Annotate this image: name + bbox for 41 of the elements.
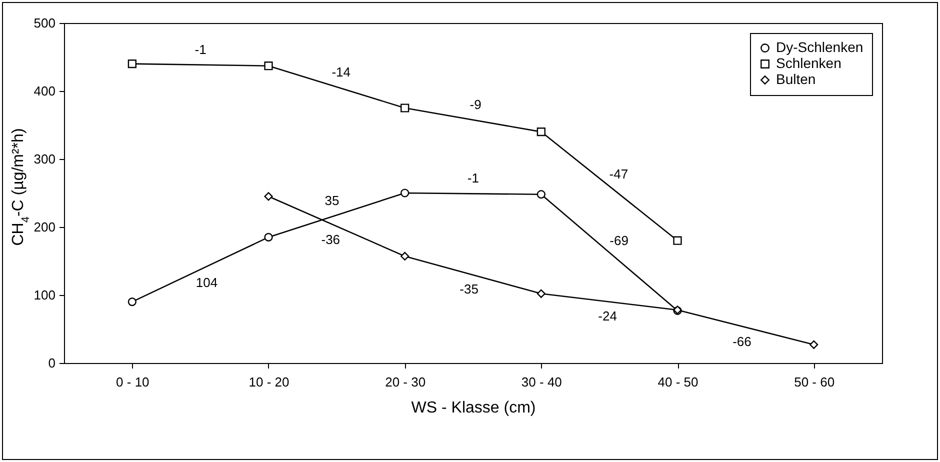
- point: [810, 340, 818, 349]
- x-tick-label: 40 - 50: [658, 374, 698, 390]
- legend-label: Bulten: [776, 71, 816, 87]
- point: [673, 236, 682, 245]
- y-tick-label: 300: [34, 152, 56, 166]
- annotation: -1: [467, 170, 479, 186]
- x-tick-label: 20 - 30: [385, 374, 426, 390]
- y-tick-label: 400: [34, 84, 56, 98]
- x-tick-label: 30 - 40: [521, 374, 562, 390]
- point: [400, 252, 410, 261]
- point: [536, 127, 546, 136]
- annotation: -35: [460, 281, 478, 296]
- point: [400, 188, 410, 198]
- annotation: -47: [609, 166, 628, 182]
- annotation: -14: [332, 64, 350, 80]
- point: [400, 104, 410, 112]
- legend-label: Dy-Schlenken: [776, 39, 864, 55]
- annotation: -69: [610, 233, 628, 248]
- point: [264, 232, 273, 242]
- point: [264, 62, 273, 70]
- point: [264, 192, 273, 201]
- x-tick-label: 50 - 60: [794, 374, 835, 390]
- legend-label: Schlenken: [776, 55, 842, 71]
- y-tick-label: 100: [34, 288, 56, 302]
- annotation: -9: [470, 97, 482, 112]
- point: [128, 59, 136, 68]
- x-tick-label: 10 - 20: [248, 374, 290, 390]
- annotation: 104: [196, 275, 218, 290]
- y-tick-label: 200: [34, 220, 56, 234]
- y-tick-label: 500: [34, 16, 56, 30]
- x-axis-title: WS - Klasse (cm): [411, 400, 536, 416]
- x-tick-label: 0 - 10: [116, 374, 150, 390]
- annotation: -24: [598, 308, 617, 324]
- annotation: -36: [321, 232, 340, 248]
- annotation: -1: [194, 42, 206, 57]
- point: [536, 289, 546, 298]
- annotation: 35: [324, 192, 340, 208]
- point: [536, 190, 546, 199]
- point: [128, 298, 136, 306]
- annotation: -66: [732, 334, 752, 349]
- y-tick-label: 0: [48, 356, 56, 370]
